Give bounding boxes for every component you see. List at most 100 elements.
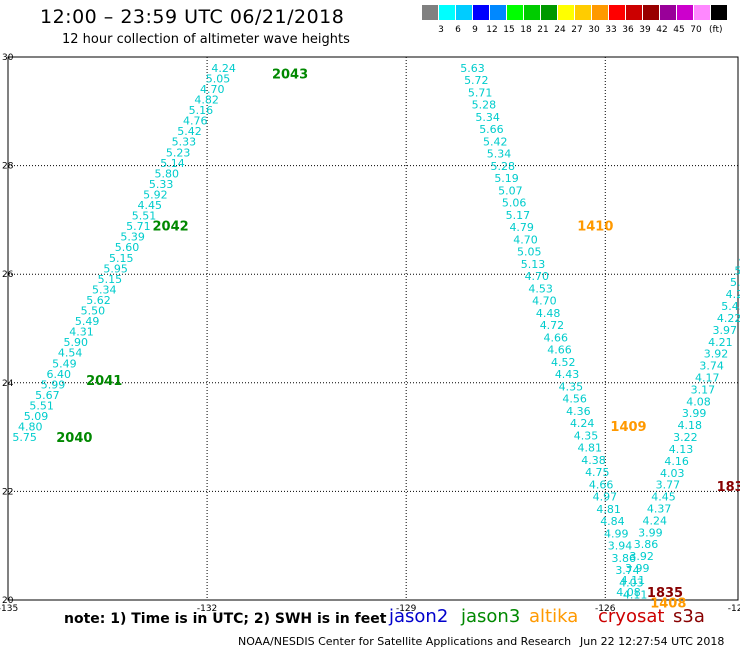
legend-altika: altika (529, 606, 579, 627)
wave-height-value: 3.17 (691, 383, 716, 396)
wave-height-value: 4.38 (581, 454, 606, 467)
color-scale-label: 24 (554, 25, 566, 35)
wave-height-value: 5.60 (115, 241, 140, 254)
color-swatch (592, 5, 608, 20)
legend-s3a: s3a (673, 606, 705, 627)
color-scale-label: 36 (622, 25, 634, 35)
wave-height-value: 5.17 (506, 209, 531, 222)
wave-height-value: 4.70 (513, 233, 538, 246)
color-scale-label: 70 (690, 25, 702, 35)
pass-time-label: 1835 (647, 586, 683, 601)
pass-time-label: 2042 (152, 219, 188, 234)
wave-height-value: 5.13 (521, 258, 546, 271)
wave-height-value: 3.86 (634, 538, 659, 551)
color-swatch (541, 5, 557, 20)
wave-height-value: 5.05 (206, 72, 231, 85)
wave-height-value: 3.94 (608, 540, 633, 553)
wave-height-value: 5.34 (92, 283, 117, 296)
wave-height-value: 5.05 (517, 246, 542, 259)
color-swatch (711, 5, 727, 20)
x-tick-label: -135 (0, 604, 18, 614)
wave-height-value: 5.90 (64, 336, 89, 349)
wave-height-value: 5.39 (120, 231, 145, 244)
wave-height-value: 5.80 (155, 167, 180, 180)
pass-time-label: 2041 (86, 374, 122, 389)
wave-height-value: 3.74 (615, 564, 640, 577)
wave-height-value: 4.76 (183, 115, 208, 128)
wave-height-value: 5.16 (189, 104, 214, 117)
grid-layer (7, 56, 739, 601)
wave-height-value: 4.70 (200, 83, 225, 96)
color-scale-label: 42 (656, 25, 668, 35)
wave-height-value: 4.17 (695, 371, 720, 384)
wave-height-value: 4.16 (664, 455, 689, 468)
wave-height-value: 5.19 (494, 172, 519, 185)
color-swatch (439, 5, 455, 20)
legend-jason2: jason2 (389, 606, 449, 627)
wave-height-value: 5.71 (126, 220, 151, 233)
wave-height-value: 3.86 (612, 552, 637, 565)
wave-height-value: 5.23 (166, 146, 191, 159)
wave-height-value: 3.99 (625, 562, 650, 575)
wave-height-value: 5.63 (460, 62, 485, 75)
color-scale-label: 18 (520, 25, 532, 35)
wave-height-value: 5.49 (52, 357, 77, 370)
wave-height-value: 5.15 (730, 276, 740, 289)
wave-height-value: 4.84 (600, 515, 625, 528)
wave-height-value: 4.11 (623, 589, 648, 602)
wave-height-value: 5.92 (143, 188, 168, 201)
wave-height-value: 4.24 (211, 62, 236, 75)
y-tick-label: 20 (2, 596, 14, 606)
wave-height-value: 4.45 (651, 491, 676, 504)
wave-height-value: 5.48 (734, 264, 740, 277)
color-scale-unit: (ft) (709, 25, 723, 35)
wave-height-value: 4.36 (566, 405, 591, 418)
wave-height-value: 4.53 (528, 282, 553, 295)
wave-height-value: 4.54 (58, 347, 83, 360)
wave-height-value: 5.45 (721, 300, 740, 313)
color-scale-label: 6 (455, 25, 461, 35)
wave-height-value: 4.81 (578, 442, 603, 455)
wave-height-value: 4.56 (562, 393, 587, 406)
wave-height-value: 3.74 (699, 360, 724, 373)
wave-height-value: 5.72 (464, 74, 489, 87)
wave-height-value: 5.62 (86, 294, 111, 307)
color-swatch (626, 5, 642, 20)
color-swatch (694, 5, 710, 20)
wave-height-value: 4.52 (551, 356, 576, 369)
wave-height-value: 4.24 (642, 514, 667, 527)
color-swatch (643, 5, 659, 20)
wave-height-value: 4.80 (18, 421, 43, 434)
wave-height-value: 4.03 (619, 576, 644, 589)
wave-height-value: 4.82 (194, 94, 219, 107)
wave-height-value: 4.66 (547, 344, 572, 357)
pass-labels-layer: 2040204120422043141018321833183418351409… (56, 67, 740, 611)
wave-height-value: 5.50 (81, 305, 106, 318)
wave-height-value: 4.08 (686, 395, 711, 408)
x-tick-label: -126 (595, 604, 616, 614)
wave-height-value: 3.97 (712, 324, 737, 337)
wave-height-value: 3.77 (656, 479, 681, 492)
wave-height-value: 5.15 (109, 252, 134, 265)
color-scale-label: 3 (438, 25, 444, 35)
wave-height-value: 5.67 (35, 389, 60, 402)
wave-height-value: 4.35 (574, 429, 599, 442)
wave-height-value: 3.92 (629, 550, 654, 563)
wave-height-value: 4.03 (660, 467, 685, 480)
wave-height-value: 5.07 (498, 184, 523, 197)
wave-height-value: 4.08 (616, 586, 641, 599)
color-swatch (456, 5, 472, 20)
wave-height-value: 4.11 (621, 574, 646, 587)
color-scale-label: 21 (537, 25, 549, 35)
wave-height-value: 5.51 (29, 399, 54, 412)
wave-height-value: 4.18 (677, 419, 702, 432)
wave-height-value: 5.51 (132, 210, 157, 223)
x-tick-label: -124 (728, 604, 740, 614)
wave-height-value: 4.79 (509, 221, 534, 234)
wave-height-value: 4.81 (596, 503, 621, 516)
wave-height-value: 4.31 (69, 326, 94, 339)
color-scale-label: 27 (571, 25, 583, 35)
y-tick-label: 22 (2, 487, 13, 497)
wave-height-value: 4.66 (589, 478, 614, 491)
